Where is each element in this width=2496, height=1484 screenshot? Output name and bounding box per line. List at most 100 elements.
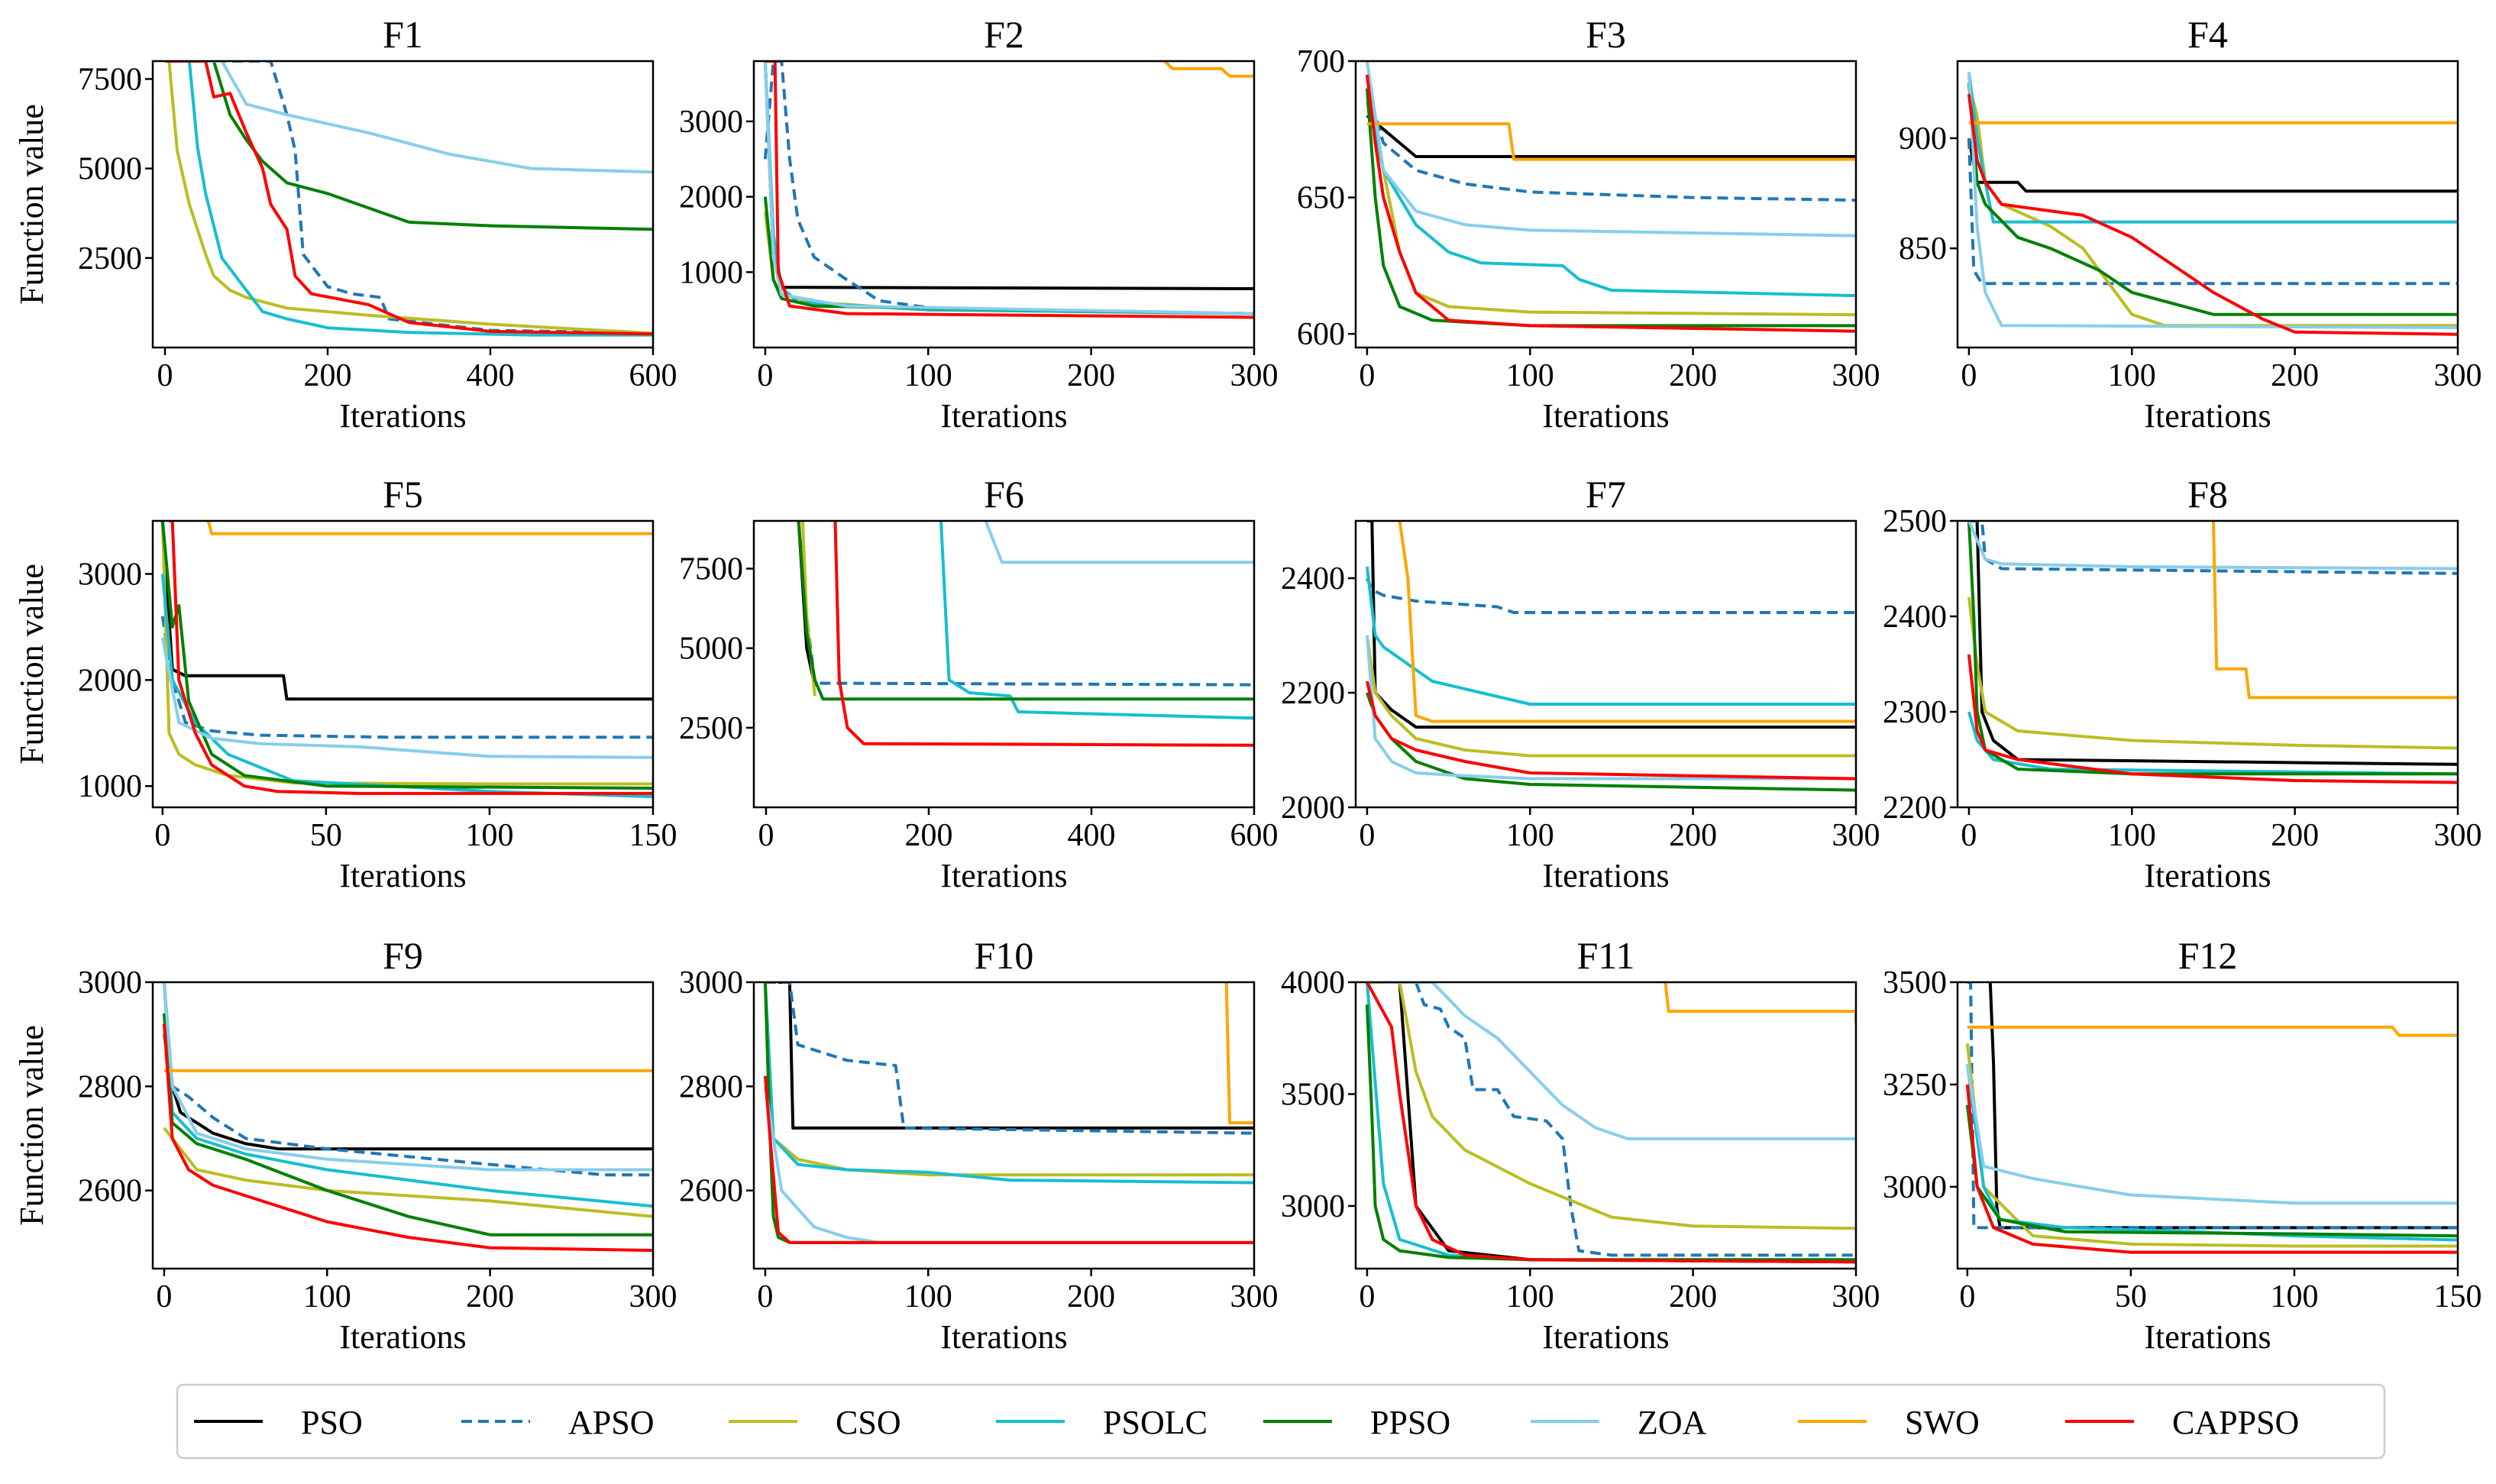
x-tick-label: 200 <box>466 1279 514 1314</box>
x-axis-label: Iterations <box>2144 397 2271 435</box>
series-line-pso <box>1366 521 1856 729</box>
panel-f4: 0 100 200 300 850 900 F4 Iterations <box>1899 13 2482 435</box>
series-line-ppso <box>763 196 1254 315</box>
y-tick-label: 3000 <box>1883 1170 1947 1205</box>
series-group <box>1967 72 2458 336</box>
y-tick-label: 1000 <box>679 255 743 290</box>
series-group <box>160 521 653 799</box>
series-line-zoa <box>1967 72 2458 329</box>
series-line-zoa <box>165 61 653 174</box>
x-tick-label: 600 <box>629 358 677 393</box>
x-tick-label: 300 <box>2434 358 2482 393</box>
y-tick-label: 3000 <box>78 965 142 1001</box>
y-tick-label: 2000 <box>78 663 142 698</box>
y-tick-label: 2400 <box>1281 561 1345 597</box>
axes-frame <box>1956 60 2459 349</box>
series-line-cso <box>1965 1043 2458 1248</box>
x-tick-label: 100 <box>465 818 513 853</box>
legend-label: CAPPSO <box>2172 1404 2299 1441</box>
y-tick-label: 2500 <box>78 241 142 276</box>
y-tick-label: 4000 <box>1281 965 1345 1001</box>
legend-label: PSO <box>301 1404 363 1441</box>
x-tick-label: 50 <box>2115 1279 2147 1314</box>
series-line-swo <box>1366 122 1856 161</box>
legend-item-zoa: ZOA <box>1531 1404 1707 1441</box>
y-tick-label: 7500 <box>78 62 142 97</box>
legend-item-swo: SWO <box>1798 1404 1980 1441</box>
axes-frame <box>1354 519 1857 809</box>
x-tick-label: 50 <box>310 818 342 853</box>
series-line-apso <box>797 521 1254 687</box>
series-line-pso <box>1366 114 1856 158</box>
legend-label: SWO <box>1905 1404 1980 1441</box>
y-tick-label: 2600 <box>78 1174 142 1209</box>
y-tick-label: 2200 <box>1883 790 1947 826</box>
x-tick-label: 100 <box>303 1279 351 1314</box>
series-line-apso <box>1365 88 1856 202</box>
y-tick-label: 3500 <box>1281 1077 1345 1112</box>
series-line-apso <box>162 1033 653 1177</box>
axes-frame <box>151 981 655 1270</box>
panel-f8: 0 100 200 300 2200 2300 2400 2500 F8 Iterations <box>1883 473 2482 894</box>
series-line-ppso <box>797 521 1254 701</box>
panel-title: F9 <box>383 934 423 977</box>
series-line-ppso <box>1967 82 2458 316</box>
series-group <box>763 61 1254 319</box>
x-tick-label: 200 <box>1067 358 1115 393</box>
panel-f5: 0 50 100 150 1000 2000 3000 F5 Iterations Functio… <box>13 473 677 894</box>
series-line-cappso <box>162 1023 653 1253</box>
series-group <box>1365 521 1856 792</box>
series-group <box>162 982 653 1253</box>
series-line-psolc <box>1967 711 2458 776</box>
series-line-cso <box>1366 982 1856 1230</box>
series-line-cso <box>1365 635 1856 758</box>
x-tick-label: 100 <box>2108 818 2156 853</box>
series-line-zoa <box>162 982 653 1172</box>
panel-title: F1 <box>383 13 423 56</box>
series-line-cso <box>763 982 1254 1177</box>
series-line-cappso <box>1365 681 1856 781</box>
series-group <box>165 61 653 337</box>
y-tick-label: 2000 <box>679 180 743 215</box>
x-axis-label: Iterations <box>1542 857 1669 894</box>
panel-title: F12 <box>2178 934 2238 977</box>
series-line-psolc <box>763 982 1254 1185</box>
series-group <box>763 982 1254 1244</box>
series-line-psolc <box>1967 72 2458 224</box>
series-line-cso <box>1967 82 2458 328</box>
y-tick-label: 2600 <box>679 1174 743 1209</box>
axes-frame <box>1956 519 2459 809</box>
series-line-zoa <box>160 637 653 759</box>
y-tick-label: 2200 <box>1281 676 1345 711</box>
x-tick-label: 150 <box>2434 1279 2482 1314</box>
legend-item-pso: PSO <box>194 1404 363 1441</box>
x-tick-label: 200 <box>2271 818 2319 853</box>
legend-label: ZOA <box>1638 1404 1707 1441</box>
legend-item-ppso: PPSO <box>1263 1404 1450 1441</box>
x-axis-label: Iterations <box>339 1318 466 1356</box>
x-tick-label: 300 <box>1832 358 1880 393</box>
x-axis-label: Iterations <box>2144 1318 2271 1356</box>
y-tick-label: 5000 <box>679 632 743 667</box>
series-group <box>1965 982 2458 1254</box>
y-tick-label: 1000 <box>78 769 142 804</box>
x-axis-label: Iterations <box>1542 397 1669 435</box>
series-group <box>1365 982 1856 1264</box>
panel-f12: 0 50 100 150 3000 3250 3500 F12 Iterations <box>1883 934 2482 1356</box>
x-tick-label: 400 <box>1067 818 1115 853</box>
x-tick-label: 0 <box>1359 358 1375 393</box>
x-tick-label: 0 <box>757 1279 773 1314</box>
y-tick-label: 2400 <box>1883 600 1947 635</box>
axes-frame <box>752 60 1256 349</box>
y-tick-label: 850 <box>1899 231 1947 267</box>
x-tick-label: 0 <box>1959 1279 1975 1314</box>
x-tick-label: 200 <box>303 358 351 393</box>
y-tick-label: 2800 <box>679 1069 743 1104</box>
panel-title: F4 <box>2187 13 2228 56</box>
x-tick-label: 100 <box>2270 1279 2318 1314</box>
x-axis-label: Iterations <box>339 857 466 894</box>
y-tick-label: 900 <box>1899 121 1947 157</box>
x-tick-label: 300 <box>629 1279 677 1314</box>
y-tick-label: 7500 <box>679 552 743 587</box>
x-tick-label: 300 <box>1832 818 1880 853</box>
